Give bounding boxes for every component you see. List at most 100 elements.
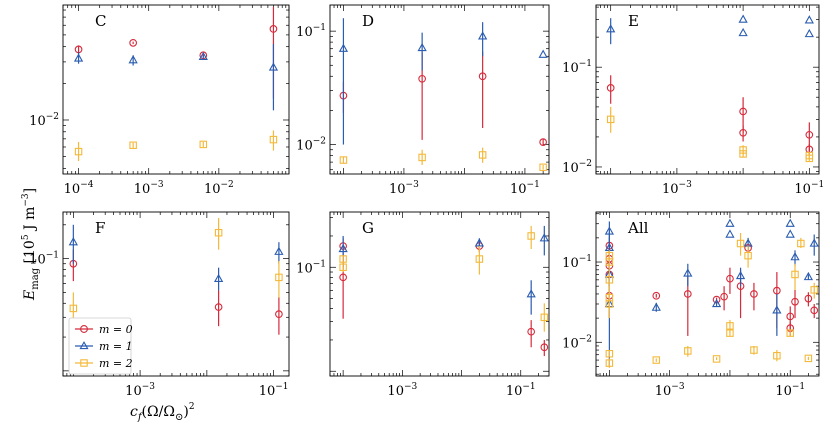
- x-tick-label: 10−1: [794, 180, 824, 197]
- point-m0: [539, 138, 547, 146]
- point-m1: [790, 252, 800, 261]
- x-axis-label: cf(Ω/Ω⊙)2: [130, 402, 195, 423]
- panel-all: 10−3 10−1 10−2 10−1 All: [562, 211, 820, 399]
- x-tick-label: 10−1: [510, 180, 540, 197]
- point-m1: [804, 15, 814, 24]
- point-m0: [527, 327, 536, 336]
- point-m1: [128, 55, 138, 64]
- point-m2: [712, 355, 721, 363]
- point-m1: [725, 218, 735, 227]
- point-m0: [720, 292, 728, 301]
- y-tick-label: 10−2: [562, 159, 592, 176]
- legend-marker-m1: [79, 341, 89, 350]
- x-tick-label: 10−3: [662, 180, 692, 197]
- panel-title: C: [95, 12, 106, 30]
- point-m2: [418, 153, 426, 162]
- y-tick-label: 10−2: [296, 137, 326, 154]
- point-m0: [275, 310, 283, 318]
- point-m0: [805, 130, 814, 139]
- point-m0: [786, 312, 795, 321]
- point-m2: [199, 140, 208, 149]
- x-tick-label: 10−3: [655, 382, 685, 399]
- point-m2: [214, 228, 223, 237]
- point-m2: [605, 276, 614, 284]
- point-m1: [73, 53, 84, 62]
- y-tick-label: 10−1: [562, 254, 592, 271]
- point-m1: [477, 31, 488, 40]
- legend-item-m1: m = 1: [75, 340, 133, 353]
- point-m1: [683, 268, 693, 277]
- panel-title: D: [362, 12, 374, 30]
- point-m0: [683, 290, 692, 298]
- point-m2: [339, 156, 348, 164]
- point-m2: [269, 135, 278, 144]
- y-tick-label: 10−2: [562, 334, 592, 351]
- legend-item-m2: m = 2: [75, 357, 133, 370]
- legend-label-m0: m = 0: [99, 323, 133, 336]
- panel-title: G: [362, 219, 374, 237]
- point-m1: [213, 273, 224, 283]
- legend-label-m1: m = 1: [99, 340, 133, 353]
- point-m0: [773, 286, 781, 295]
- plot-frame: [329, 4, 550, 175]
- y-tick-label: 10−1: [29, 251, 59, 268]
- point-m2: [527, 232, 535, 240]
- point-m2: [805, 154, 814, 163]
- point-m2: [791, 270, 799, 279]
- point-m1: [417, 42, 427, 52]
- point-m2: [750, 346, 758, 354]
- legend-item-m0: m = 0: [75, 323, 133, 336]
- point-m1: [68, 237, 78, 246]
- point-m1: [738, 27, 748, 37]
- point-m2: [797, 239, 805, 248]
- x-tick-label: 10−4: [64, 180, 94, 197]
- point-m2: [744, 251, 752, 260]
- point-m1: [538, 49, 548, 58]
- point-m1: [785, 229, 795, 238]
- panel-f: 10−3 10−1 10−1 F: [29, 211, 290, 399]
- point-m1: [651, 302, 661, 311]
- x-tick-label: 10−3: [387, 382, 417, 399]
- point-m2: [606, 115, 615, 124]
- point-m1: [803, 271, 814, 281]
- point-m2: [275, 273, 283, 282]
- point-m0: [750, 290, 758, 298]
- point-m2: [726, 322, 734, 330]
- point-m1: [711, 298, 722, 308]
- point-m0: [339, 273, 347, 282]
- y-tick-label: 10−1: [296, 23, 326, 40]
- point-m2: [478, 151, 487, 159]
- point-m2: [605, 258, 614, 266]
- panel-d: 10−3 10−1 10−2 10−1 D: [296, 4, 550, 197]
- x-tick-label: 10−1: [506, 382, 536, 399]
- panel-e: 10−3 10−1 10−2 10−1 E: [562, 4, 824, 197]
- point-m0: [478, 72, 487, 81]
- plot-frame: [595, 4, 820, 175]
- panel-title: All: [627, 219, 649, 237]
- x-tick-label: 10−3: [125, 382, 155, 399]
- point-m1: [539, 233, 549, 242]
- point-m2: [74, 147, 83, 156]
- legend: m = 0 m = 1 m = 2: [68, 317, 133, 375]
- point-m2: [652, 356, 661, 364]
- point-m0: [214, 303, 223, 311]
- y-tick-label: 10−1: [296, 259, 326, 276]
- y-tick-label: 10−2: [29, 112, 59, 129]
- point-m1: [725, 229, 735, 238]
- point-m0: [540, 343, 549, 352]
- legend-label-m2: m = 2: [99, 357, 133, 370]
- legend-marker-m2: [80, 359, 88, 367]
- point-m1: [735, 270, 746, 280]
- point-m0: [269, 25, 278, 33]
- point-m1: [474, 238, 485, 247]
- point-m1: [738, 14, 748, 23]
- point-m0: [129, 39, 137, 47]
- point-m2: [726, 329, 734, 337]
- point-m0: [418, 74, 426, 83]
- point-m1: [268, 62, 279, 71]
- point-m1: [772, 305, 782, 314]
- panel-title: E: [628, 12, 639, 30]
- point-m1: [526, 289, 536, 298]
- point-m0: [739, 107, 747, 116]
